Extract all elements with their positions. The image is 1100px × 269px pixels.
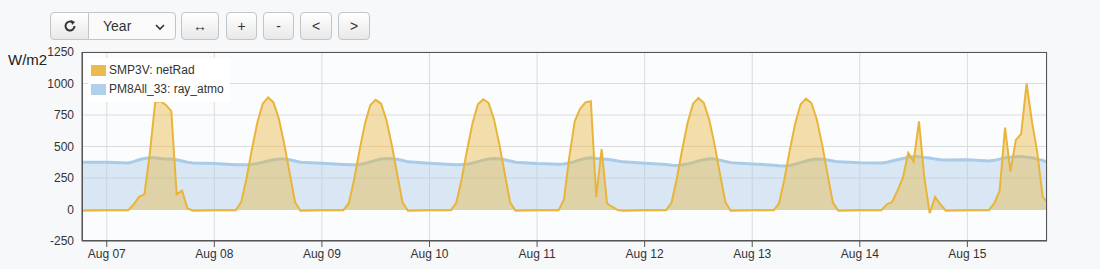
svg-text:Aug 13: Aug 13 [733, 247, 771, 261]
svg-text:Aug 12: Aug 12 [626, 247, 664, 261]
svg-text:Aug 11: Aug 11 [518, 247, 555, 261]
svg-text:750: 750 [54, 108, 74, 122]
svg-text:250: 250 [54, 171, 74, 185]
html-text:SMP3V: netRad: SMP3V: netRad [109, 63, 195, 77]
svg-text:1250: 1250 [47, 45, 74, 59]
html-text:PM8All_33: ray_atmo: PM8All_33: ray_atmo [109, 82, 224, 96]
svg-text:Aug 08: Aug 08 [195, 247, 233, 261]
svg-text:Aug 14: Aug 14 [841, 247, 879, 261]
html-text:Year: Year [103, 18, 132, 34]
html-text:W/m2: W/m2 [8, 51, 48, 68]
svg-text:Aug 15: Aug 15 [948, 247, 986, 261]
svg-text:1000: 1000 [47, 77, 74, 91]
svg-text:500: 500 [54, 140, 74, 154]
svg-text:-250: -250 [50, 234, 74, 248]
svg-text:0: 0 [67, 203, 74, 217]
svg-text:Aug 10: Aug 10 [410, 247, 448, 261]
svg-text:Aug 09: Aug 09 [303, 247, 341, 261]
svg-text:Aug 07: Aug 07 [88, 247, 126, 261]
